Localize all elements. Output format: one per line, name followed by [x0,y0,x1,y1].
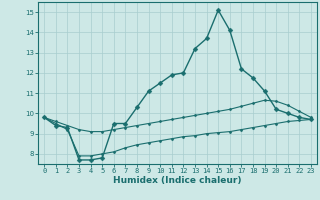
X-axis label: Humidex (Indice chaleur): Humidex (Indice chaleur) [113,176,242,185]
